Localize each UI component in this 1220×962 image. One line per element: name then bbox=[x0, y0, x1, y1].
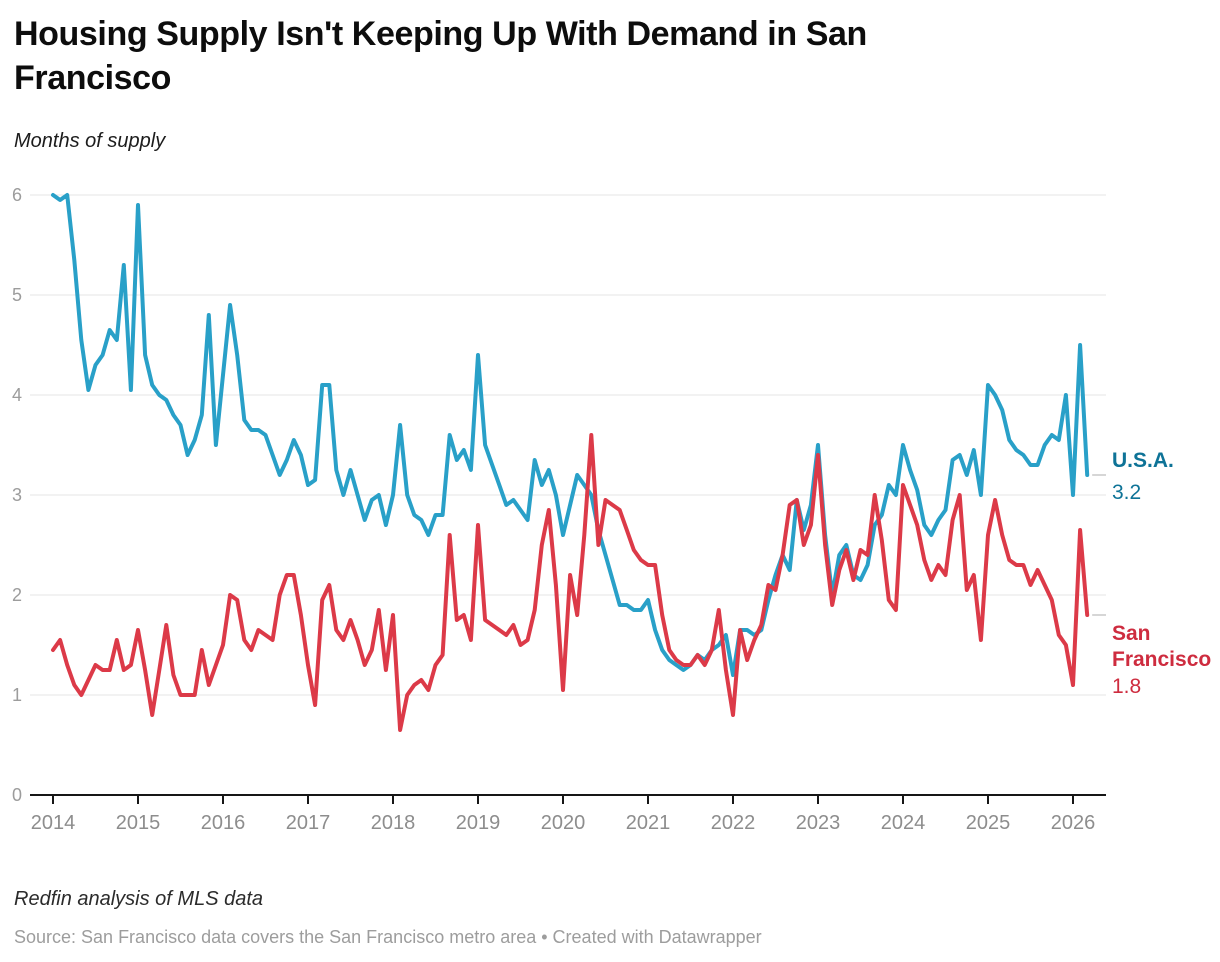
x-axis-label-2015: 2015 bbox=[115, 812, 161, 834]
x-axis-label-2020: 2020 bbox=[540, 812, 586, 834]
x-axis-label-2022: 2022 bbox=[710, 812, 756, 834]
y-axis-label-4: 4 bbox=[11, 385, 22, 405]
x-axis-label-2014: 2014 bbox=[30, 812, 76, 834]
y-axis-label-3: 3 bbox=[11, 485, 22, 505]
series-end-value-usa: 3.2 bbox=[1112, 481, 1142, 504]
y-axis-label-1: 1 bbox=[11, 685, 22, 705]
x-axis-label-2025: 2025 bbox=[965, 812, 1011, 834]
series-label-usa: U.S.A. bbox=[1112, 449, 1174, 472]
x-axis-label-2017: 2017 bbox=[285, 812, 331, 834]
x-axis-label-2026: 2026 bbox=[1050, 812, 1096, 834]
x-axis-label-2019: 2019 bbox=[455, 812, 501, 834]
x-axis-label-2023: 2023 bbox=[795, 812, 841, 834]
title-line-1: Housing Supply Isn't Keeping Up With Dem… bbox=[14, 15, 867, 53]
series-label-sf-line-1: San bbox=[1112, 622, 1151, 645]
x-axis-label-2016: 2016 bbox=[200, 812, 246, 834]
data-line-usa bbox=[51, 193, 1090, 677]
chart-source-note: Source: San Francisco data covers the Sa… bbox=[14, 927, 762, 947]
data-line-san-francisco bbox=[51, 433, 1090, 732]
y-axis-label-0: 0 bbox=[11, 785, 22, 805]
x-axis-label-2021: 2021 bbox=[625, 812, 671, 834]
x-axis-label-2018: 2018 bbox=[370, 812, 416, 834]
page-title: Housing Supply Isn't Keeping Up With Dem… bbox=[14, 12, 1114, 100]
y-axis-label-2: 2 bbox=[11, 585, 22, 605]
series-label-sf-line-2: Francisco bbox=[1112, 648, 1212, 671]
x-axis-label-2024: 2024 bbox=[880, 812, 926, 834]
series-label-san-francisco: San Francisco bbox=[1112, 621, 1211, 673]
title-line-2: Francisco bbox=[14, 59, 172, 98]
series-end-value-san-francisco: 1.8 bbox=[1112, 675, 1142, 698]
y-axis-label-5: 5 bbox=[11, 285, 22, 305]
y-axis-label-6: 6 bbox=[11, 185, 22, 205]
chart-byline: Redfin analysis of MLS data bbox=[14, 888, 264, 910]
chart-subtitle: Months of supply bbox=[14, 130, 166, 152]
